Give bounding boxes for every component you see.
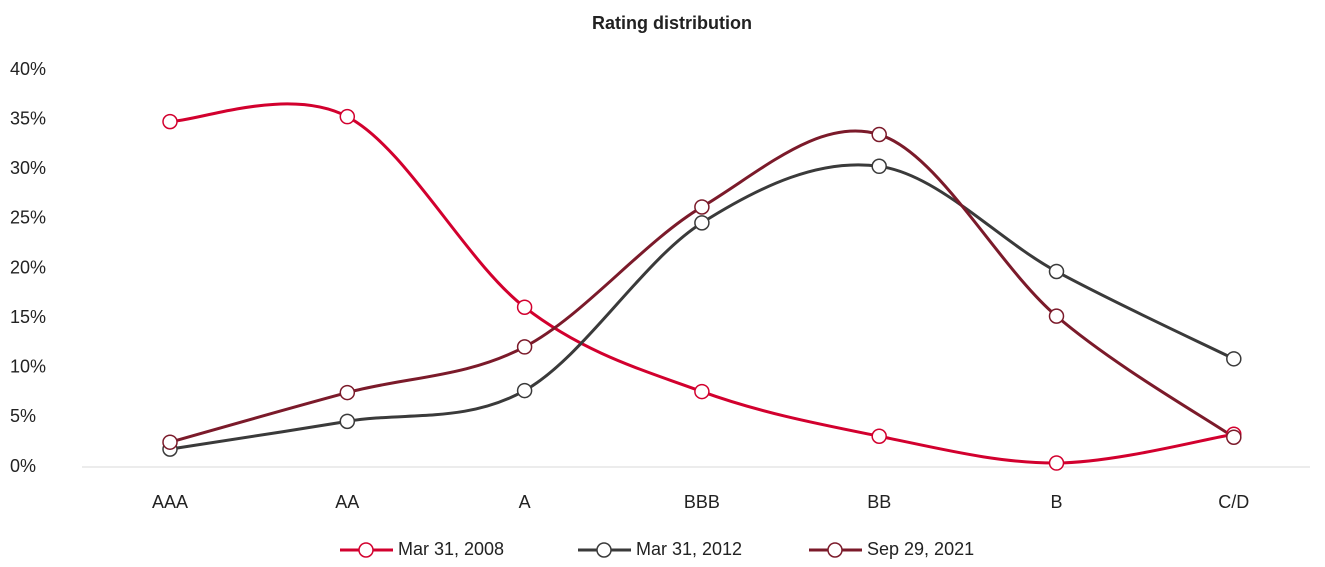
data-point (1226, 351, 1242, 367)
data-point (516, 339, 533, 355)
y-tick-label: 10% (10, 357, 46, 377)
x-tick-label: B (1050, 492, 1062, 512)
data-point (694, 215, 710, 231)
data-point (162, 434, 178, 450)
y-tick-label: 15% (10, 307, 46, 327)
data-point (871, 428, 887, 444)
y-tick-label: 35% (10, 108, 46, 128)
series-line (169, 102, 1235, 465)
y-tick-label: 5% (10, 406, 36, 426)
chart-title: Rating distribution (592, 13, 752, 33)
data-point (339, 413, 356, 430)
x-tick-label: BB (867, 492, 891, 512)
data-point (339, 384, 356, 401)
data-point (871, 126, 887, 143)
legend-label: Sep 29, 2021 (867, 539, 974, 559)
x-tick-label: A (519, 492, 531, 512)
y-tick-label: 30% (10, 158, 46, 178)
data-point (516, 382, 533, 399)
legend-marker (358, 542, 374, 558)
data-point (1048, 455, 1065, 471)
data-point (1226, 429, 1242, 445)
data-point (516, 299, 533, 315)
legend-marker (596, 542, 612, 558)
legend-label: Mar 31, 2008 (398, 539, 504, 559)
data-point (162, 113, 178, 130)
data-point (871, 158, 887, 175)
y-tick-label: 25% (10, 208, 46, 228)
data-point (694, 383, 710, 400)
legend-label: Mar 31, 2012 (636, 539, 742, 559)
legend-marker (827, 542, 843, 558)
data-point (1048, 263, 1065, 280)
x-tick-label: AAA (152, 492, 188, 512)
data-point (1048, 308, 1065, 324)
x-tick-label: C/D (1218, 492, 1249, 512)
y-tick-label: 40% (10, 59, 46, 79)
data-point (694, 199, 710, 215)
x-tick-label: BBB (684, 492, 720, 512)
y-tick-label: 0% (10, 456, 36, 476)
y-tick-label: 20% (10, 257, 46, 277)
x-tick-label: AA (335, 492, 359, 512)
data-point (339, 108, 356, 125)
